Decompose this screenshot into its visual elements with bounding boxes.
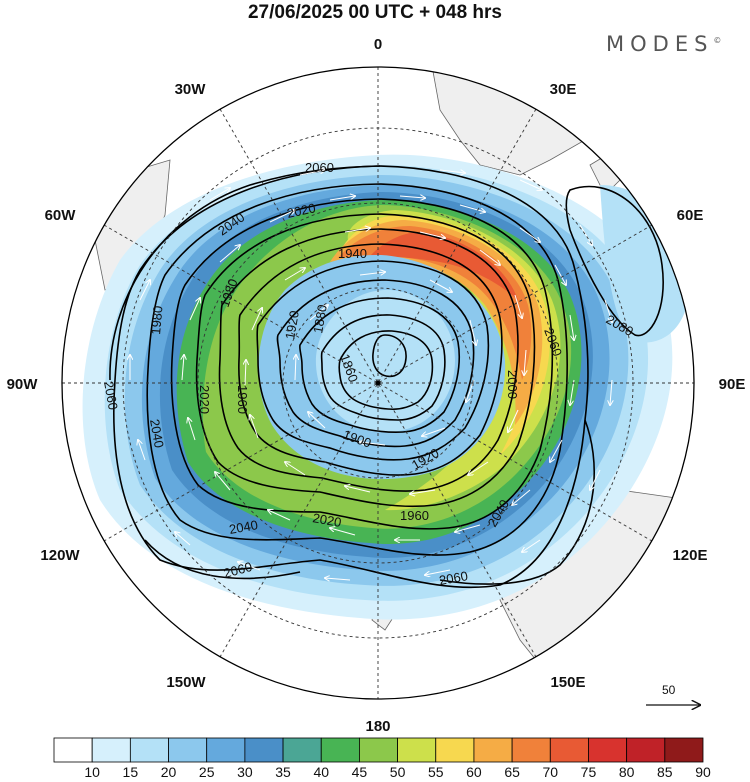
contour-label: 1880 [310, 303, 330, 334]
contour-label: 2060 [438, 568, 469, 588]
contour-label: 2060 [101, 380, 121, 411]
lon-label-90e: 90E [719, 376, 746, 393]
colorbar-swatch [91, 737, 131, 763]
colorbar-swatch [664, 737, 704, 763]
contour-label: 1960 [235, 385, 250, 414]
contour-label: 2020 [311, 510, 342, 530]
contour-2040 [146, 183, 569, 556]
colorbar-swatch [282, 737, 322, 763]
contour-2080 [565, 185, 664, 337]
contour-label: 2060 [305, 160, 334, 175]
colorbar-swatch [511, 737, 551, 763]
lon-label-90w: 90W [7, 376, 39, 393]
contour-1960 [238, 243, 503, 476]
colorbar-swatch [359, 737, 398, 763]
colorbar-tick-label: 75 [580, 764, 597, 780]
colorbar-swatch [244, 737, 284, 763]
contour-2020 [170, 198, 554, 530]
colorbar-tick-label: 15 [122, 764, 139, 780]
colorbar [53, 737, 704, 763]
land-africa [429, 67, 601, 176]
lon-label-0: 0 [374, 36, 382, 53]
height-contours [109, 165, 664, 589]
colorbar-tick-label: 85 [657, 764, 673, 780]
contour-label: 2040 [228, 517, 259, 537]
map-border [61, 66, 695, 700]
colorbar-swatch [168, 737, 208, 763]
lon-label-120e: 120E [672, 547, 707, 564]
graticule [62, 67, 694, 699]
lon-label-30w: 30W [175, 81, 207, 98]
colorbar-swatch [473, 737, 513, 763]
lon-label-60e: 60E [677, 207, 704, 224]
contour-1860 [338, 330, 434, 411]
contour-label: 1960 [400, 508, 429, 523]
colorbar-swatch [435, 737, 475, 763]
contour-label: 2040 [147, 418, 167, 449]
colorbar-swatch [129, 737, 169, 763]
contour-label: 1920 [282, 309, 302, 340]
colorbar-tick-label: 45 [351, 764, 368, 780]
lon-label-150w: 150W [166, 674, 206, 691]
contour-1900 [298, 297, 461, 433]
wind-vectors [130, 170, 612, 580]
contour-label: 2060 [222, 559, 254, 581]
contour-2000 [195, 213, 536, 508]
colorbar-swatch [206, 737, 246, 763]
colorbar-tick-label: 35 [275, 764, 291, 780]
shade-75 [370, 232, 518, 300]
logo-text: MODES [606, 32, 714, 56]
colorbar-swatch [53, 737, 93, 763]
map-title: 27/06/2025 00 UTC + 048 hrs [247, 2, 503, 23]
colorbar-tick-label: 70 [542, 764, 559, 780]
colorbar-tick-label: 90 [695, 764, 711, 780]
contour-label: 2020 [286, 200, 317, 221]
colorbar-tick-label: 55 [427, 764, 444, 780]
colorbar-swatch [397, 737, 437, 763]
copyright-icon: © [713, 36, 722, 45]
colorbar-swatch [626, 737, 666, 763]
contour-1940 [256, 260, 490, 461]
colorbar-tick-label: 25 [198, 764, 215, 780]
colorbar-tick-label: 30 [237, 764, 253, 780]
colorbar-swatch [320, 737, 360, 763]
colorbar-tick-label: 60 [466, 764, 482, 780]
map-disc [82, 67, 694, 699]
lon-label-120w: 120W [40, 547, 80, 564]
colorbar-tick-label: 40 [313, 764, 330, 780]
contour-1980 [218, 228, 519, 492]
contour-2060-ring [109, 165, 596, 585]
colorbar-tick-label: 20 [160, 764, 177, 780]
contour-low-center [372, 334, 407, 378]
contour-label: 1940 [338, 246, 367, 261]
contour-1920 [276, 279, 475, 448]
colorbar-tick-label: 50 [389, 764, 406, 780]
contour-label: 2000 [505, 370, 520, 399]
lon-label-150e: 150E [550, 674, 585, 691]
pole-marker [375, 380, 381, 386]
lon-label-60w: 60W [45, 207, 77, 224]
lon-label-180: 180 [365, 718, 390, 735]
colorbar-tick-label: 80 [618, 764, 635, 780]
colorbar-swatch [588, 737, 628, 763]
colorbar-tick-label: 10 [84, 764, 100, 780]
contour-label: 1980 [148, 305, 165, 335]
colorbar-swatch [549, 737, 589, 763]
colorbar-tick-label: 65 [504, 764, 520, 780]
contour-label: 2020 [197, 385, 212, 414]
lon-label-30e: 30E [550, 81, 577, 98]
longitude-labels: 0 30E 60E 90E 120E 150E 180 150W 120W 90… [7, 36, 746, 735]
contour-1880 [320, 314, 446, 421]
modes-logo: MODES© [606, 32, 721, 56]
contour-2060-outer [113, 165, 589, 589]
reference-vector-label: 50 [662, 683, 676, 697]
